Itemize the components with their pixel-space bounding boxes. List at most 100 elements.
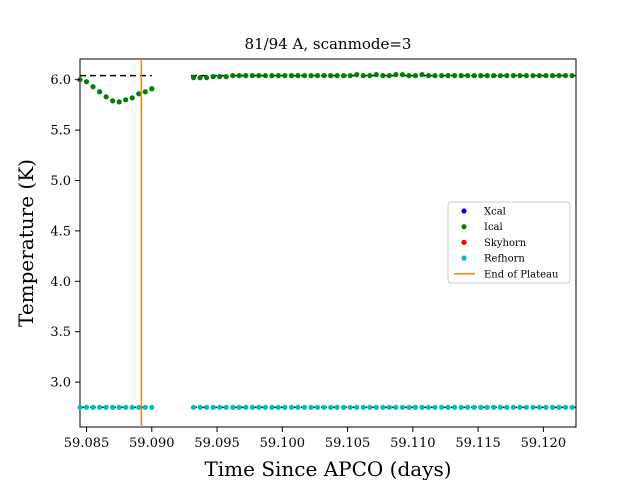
ical-point-66	[543, 73, 549, 79]
refhorn-point-51	[445, 404, 451, 410]
ical-point-14	[204, 75, 210, 81]
refhorn-point-57	[484, 404, 490, 410]
ical-point-25	[275, 73, 281, 79]
refhorn-point-56	[478, 404, 484, 410]
legend-label-skyhorn: Skyhorn	[484, 238, 527, 249]
refhorn-point-11	[149, 404, 155, 410]
refhorn-point-1	[83, 404, 90, 410]
ical-point-11	[149, 86, 155, 92]
ical-point-47	[419, 72, 425, 78]
ical-point-31	[314, 73, 321, 79]
legend-label-refhorn: Refhorn	[484, 254, 525, 265]
ical-point-43	[393, 72, 399, 78]
ical-point-19	[236, 73, 242, 79]
refhorn-point-26	[282, 404, 288, 410]
ical-point-4	[103, 94, 109, 100]
refhorn-point-55	[471, 404, 477, 410]
refhorn-point-8	[129, 404, 135, 410]
refhorn-point-14	[204, 404, 210, 410]
ical-point-67	[549, 73, 556, 79]
x-tick-label-5: 59.110	[390, 436, 436, 451]
ical-point-51	[445, 73, 451, 79]
ical-point-20	[243, 73, 249, 79]
refhorn-point-21	[249, 404, 255, 410]
ical-point-61	[510, 73, 516, 79]
x-tick-label-3: 59.100	[260, 436, 306, 451]
y-tick-label-1: 3.5	[50, 325, 71, 340]
refhorn-point-30	[308, 404, 314, 410]
ical-point-45	[406, 73, 412, 79]
ical-point-8	[129, 95, 135, 101]
refhorn-point-18	[230, 404, 236, 410]
ical-point-34	[334, 73, 340, 79]
ical-point-5	[110, 98, 116, 104]
y-axis-label: Temperature (K)	[14, 159, 38, 327]
refhorn-point-13	[197, 404, 203, 410]
refhorn-point-61	[510, 404, 516, 410]
refhorn-point-36	[347, 404, 353, 410]
ical-point-30	[308, 73, 314, 79]
refhorn-point-43	[393, 404, 399, 410]
y-tick-label-4: 5.0	[50, 174, 71, 189]
refhorn-point-32	[321, 404, 327, 410]
refhorn-point-15	[210, 404, 216, 410]
ical-point-28	[295, 73, 301, 79]
refhorn-point-22	[256, 404, 262, 410]
chart-title: 81/94 A, scanmode=3	[245, 35, 412, 53]
ical-point-15	[210, 74, 216, 80]
x-tick-label-6: 59.115	[455, 436, 501, 451]
legend-marker-skyhorn	[461, 239, 467, 245]
ical-point-65	[536, 73, 543, 79]
ical-point-9	[136, 91, 142, 97]
ical-point-26	[282, 73, 288, 79]
refhorn-point-47	[419, 404, 425, 410]
legend-marker-ical	[461, 224, 467, 230]
y-tick-label-6: 6.0	[50, 73, 71, 88]
refhorn-point-6	[116, 404, 122, 410]
legend-label-end-of-plateau: End of Plateau	[484, 269, 559, 280]
y-tick-label-0: 3.0	[50, 376, 71, 391]
refhorn-point-19	[236, 404, 242, 410]
refhorn-point-50	[438, 404, 445, 410]
refhorn-point-34	[334, 404, 340, 410]
refhorn-point-59	[497, 404, 503, 410]
refhorn-point-2	[90, 404, 96, 410]
refhorn-point-68	[556, 404, 562, 410]
ical-point-16	[217, 74, 223, 80]
ical-point-70	[569, 73, 575, 79]
refhorn-point-62	[517, 404, 523, 410]
ical-point-41	[380, 73, 386, 79]
ical-point-32	[321, 73, 327, 79]
ical-point-24	[269, 73, 275, 79]
ical-point-69	[562, 73, 569, 79]
x-tick-label-0: 59.085	[64, 436, 110, 451]
refhorn-point-35	[341, 404, 347, 410]
ical-point-29	[301, 73, 308, 79]
ical-point-58	[491, 73, 497, 79]
legend-label-xcal: Xcal	[484, 207, 506, 218]
refhorn-point-39	[367, 404, 373, 410]
refhorn-point-63	[523, 404, 530, 410]
ical-point-62	[517, 73, 523, 79]
refhorn-point-48	[425, 404, 432, 410]
refhorn-point-37	[354, 404, 360, 410]
ical-point-23	[262, 73, 268, 79]
ical-point-21	[249, 73, 255, 79]
ical-point-44	[399, 72, 405, 78]
refhorn-point-69	[562, 404, 569, 410]
legend-box	[447, 201, 571, 284]
refhorn-point-54	[465, 404, 471, 410]
y-tick-label-2: 4.0	[50, 275, 71, 290]
refhorn-point-5	[110, 404, 116, 410]
ical-point-18	[230, 73, 236, 79]
ical-point-37	[354, 72, 360, 78]
ical-point-55	[471, 73, 477, 79]
axes-frame	[79, 58, 577, 428]
ical-point-57	[484, 73, 490, 79]
ical-point-68	[556, 73, 562, 79]
ical-point-13	[197, 75, 203, 81]
ical-point-63	[523, 73, 530, 79]
legend-label-ical: Ical	[484, 222, 503, 233]
x-axis-label: Time Since APCO (days)	[204, 457, 451, 480]
